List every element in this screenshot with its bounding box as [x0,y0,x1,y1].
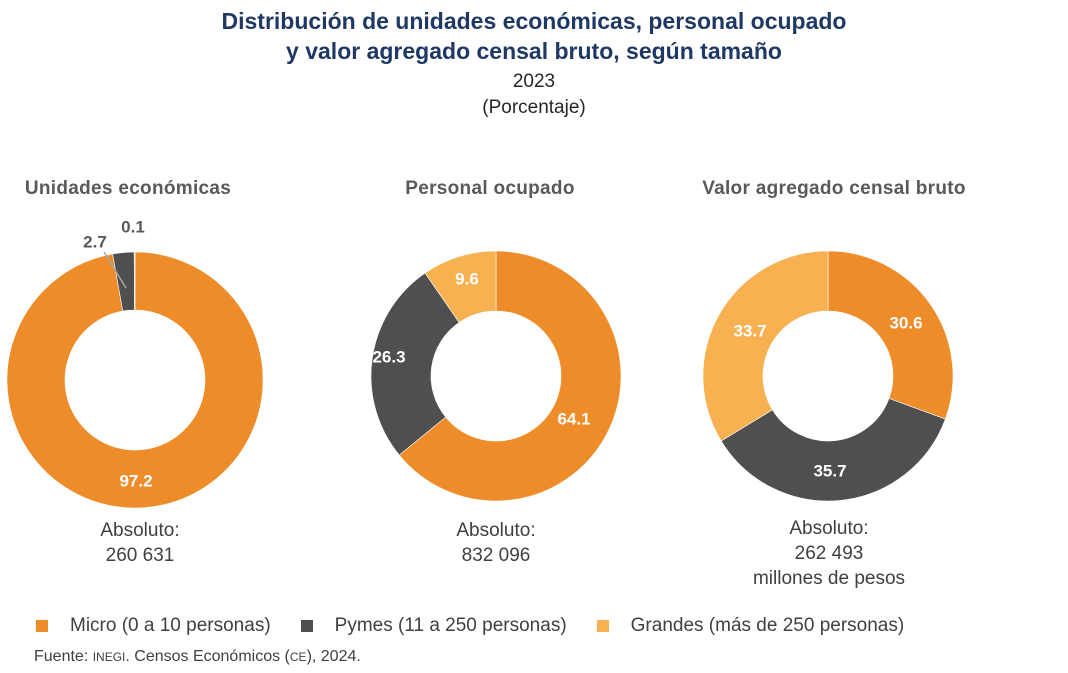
chart-title: Distribución de unidades económicas, per… [0,6,1068,66]
absolute-unit: millones de pesos [752,568,906,589]
leader-line [103,251,127,289]
source-abbr: CE [289,650,307,664]
chart-heading-valor: Valor agregado censal bruto [702,178,966,199]
slice-pymes [370,272,460,456]
absolute-value: 262 493 [794,543,864,564]
slice-micro [398,250,622,502]
data-label-micro: 97.2 [119,471,152,490]
slice-pymes [720,398,946,502]
legend-item-grandes: Grandes (más de 250 personas) [596,615,905,637]
absolute-label: Absoluto: [100,520,180,541]
absolute-valor: Absoluto: 262 493 millones de pesos [679,516,979,591]
legend-label-micro: Micro (0 a 10 personas) [70,615,271,636]
absolute-value: 260 631 [105,545,175,566]
chart-heading-personal: Personal ocupado [405,178,575,199]
source-note: Fuente: INEGI. Censos Económicos (CE), 2… [34,648,361,666]
legend-label-pymes: Pymes (11 a 250 personas) [334,615,567,636]
absolute-value: 832 096 [461,545,531,566]
data-label-pymes: 35.7 [813,461,846,480]
data-label-pymes: 26.3 [372,347,405,366]
slice-grandes [133,251,136,311]
slice-grandes [424,250,497,323]
data-label-pymes: 2.7 [83,232,107,251]
source-prefix: Fuente: [34,648,93,665]
source-org: INEGI [92,650,126,664]
absolute-label: Absoluto: [789,518,869,539]
data-label-grandes: 33.7 [733,321,766,340]
data-label-micro: 30.6 [889,313,922,332]
legend-swatch-grandes [596,620,609,632]
legend-item-pymes: Pymes (11 a 250 personas) [300,615,567,637]
legend-item-micro: Micro (0 a 10 personas) [36,615,271,637]
slice-grandes [702,250,829,442]
slice-micro [827,250,954,420]
data-label-micro: 64.1 [557,409,590,428]
source-suffix: ), 2024. [306,648,361,665]
legend-swatch-pymes [300,620,313,632]
absolute-personal: Absoluto: 832 096 [346,518,646,568]
source-middle: . Censos Económicos ( [125,648,290,665]
title-line-1: Distribución de unidades económicas, per… [221,8,847,34]
legend: Micro (0 a 10 personas) Pymes (11 a 250 … [36,613,934,639]
slice-micro [6,251,264,509]
absolute-label: Absoluto: [456,520,536,541]
legend-swatch-micro [36,620,48,632]
data-label-grandes: 9.6 [455,269,479,288]
absolute-unidades: Absoluto: 260 631 [0,518,290,568]
year-label: 2023 [512,71,556,92]
chart-heading-unidades: Unidades económicas [24,178,232,199]
data-label-grandes: 0.1 [121,217,145,236]
title-line-2: y valor agregado censal bruto, según tam… [286,38,782,64]
legend-label-grandes: Grandes (más de 250 personas) [630,615,905,636]
unit-label: (Porcentaje) [482,97,586,118]
